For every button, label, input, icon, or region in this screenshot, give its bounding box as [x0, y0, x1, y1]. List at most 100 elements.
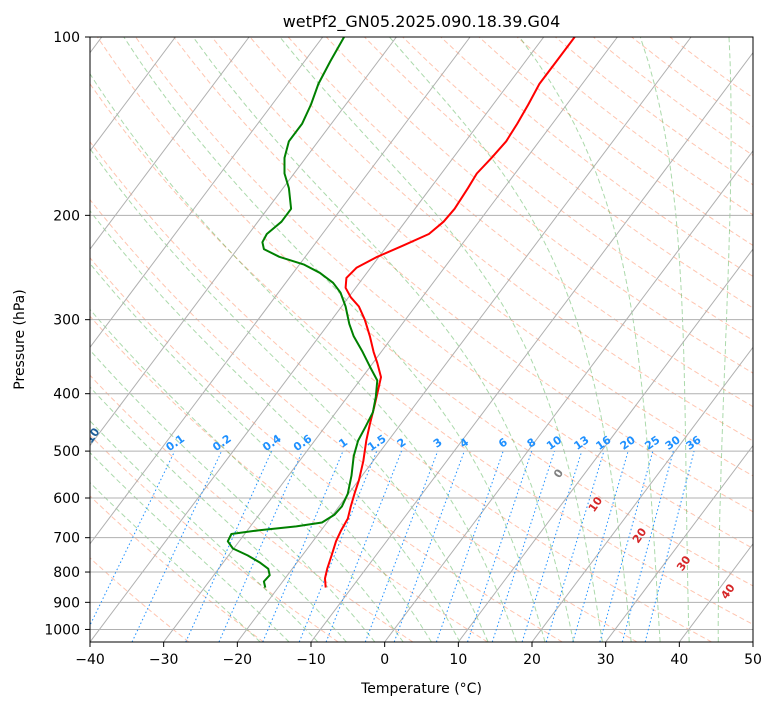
moist-adiabat	[123, 37, 546, 642]
x-axis-title: Temperature (°C)	[360, 681, 482, 697]
moist-adiabat	[519, 37, 661, 642]
dry-adiabat	[90, 198, 638, 642]
dry-adiabat	[440, 37, 753, 278]
mixing-ratio-line	[185, 450, 273, 642]
isotherm	[90, 37, 545, 642]
isotherm	[90, 37, 250, 250]
mixing-ratio-line	[262, 450, 344, 642]
mixing-ratio-line	[621, 450, 674, 642]
moist-adiabat	[389, 37, 632, 642]
moist-adiabat	[90, 420, 319, 642]
isotherm	[457, 248, 753, 642]
dry-adiabat	[96, 37, 753, 587]
x-tick-label: −40	[75, 652, 105, 668]
x-tick-label: 0	[380, 652, 389, 668]
mixing-ratio-line	[298, 450, 378, 642]
isotherm	[90, 37, 324, 349]
mixing-ratio-line	[644, 450, 695, 642]
moist-adiabat	[90, 386, 347, 642]
mixing-ratio-line	[218, 450, 303, 642]
mixing-ratio-line	[364, 450, 439, 642]
y-tick-label: 500	[53, 444, 80, 460]
moist-adiabat	[90, 308, 404, 642]
mixing-ratio-line	[393, 450, 465, 642]
moist-adiabat	[90, 147, 489, 642]
dry-adiabat	[478, 37, 753, 246]
moist-adiabat	[639, 37, 690, 642]
y-tick-label: 1000	[44, 622, 80, 638]
mixing-ratio-line	[491, 450, 555, 642]
y-tick-label: 800	[53, 565, 80, 581]
mixing-ratio-line	[467, 450, 533, 642]
moist-adiabat	[279, 37, 603, 642]
dry-adiabat	[325, 37, 753, 374]
x-tick-label: 10	[449, 652, 467, 668]
dry-adiabat	[90, 315, 488, 642]
moist-adiabat	[90, 481, 261, 642]
dry-adiabat	[287, 37, 753, 408]
isotherm	[90, 37, 397, 447]
mixing-ratio-line	[572, 450, 629, 642]
mixing-ratio-line	[90, 450, 176, 627]
mixing-ratio-line	[435, 450, 504, 642]
dry-adiabat	[90, 557, 190, 642]
mixing-ratio-label: 4	[457, 435, 471, 450]
mixing-ratio-line	[325, 450, 402, 642]
mixing-ratio-label: 30	[663, 433, 683, 453]
mixing-ratio-label: 8	[525, 436, 539, 451]
dry-adiabat	[364, 37, 753, 341]
profiles	[226, 37, 576, 588]
dry-adiabat	[249, 37, 753, 442]
mixing-ratio-line	[599, 450, 654, 642]
mixing-ratio-label: 6	[496, 435, 510, 450]
mixing-ratio-label: 1	[336, 435, 350, 450]
isotherm	[163, 37, 618, 642]
x-tick-label: 50	[744, 652, 762, 668]
moist-adiabat	[192, 37, 575, 642]
plot-frame	[89, 36, 754, 643]
isotherm	[236, 37, 692, 642]
mixing-ratio-label: 3	[431, 436, 445, 451]
dry-adiabat	[173, 37, 753, 513]
y-tick-label: 700	[53, 531, 80, 547]
y-tick-label: 900	[53, 595, 80, 611]
dry-adiabat	[211, 37, 753, 477]
isotherm	[752, 641, 753, 642]
axes: −40 −30 −20 −10 0 10 20 30 40 5010020030040050060…	[44, 30, 762, 668]
isotherm	[678, 542, 753, 642]
dry-adiabat	[90, 83, 753, 625]
moist-adiabat	[90, 209, 461, 642]
y-tick-label: 300	[53, 313, 80, 329]
y-tick-label: 100	[53, 30, 80, 46]
dewpoint-profile-line	[226, 37, 379, 588]
mixing-ratio-label: 20	[618, 433, 638, 453]
y-axis-title: Pressure (hPa)	[12, 289, 28, 389]
moist-adiabat-label: 0	[551, 466, 566, 480]
isotherm	[605, 444, 753, 642]
isotherm	[531, 346, 753, 642]
mixing-ratio-label: 10	[544, 433, 564, 453]
chart-title: wetPf2_GN05.2025.090.18.39.G04	[283, 12, 561, 32]
moist-adiabat-label: 40	[718, 581, 738, 601]
temperature-profile-line	[324, 37, 576, 588]
x-tick-label: −10	[296, 652, 326, 668]
mixing-ratio-line	[521, 450, 583, 642]
dry-adiabat-label: -10	[80, 425, 102, 449]
moist-adiabat	[90, 262, 432, 642]
mixing-ratio-line	[545, 450, 605, 642]
isotherm	[384, 150, 753, 642]
background-labels: 0.10.20.40.611.52346810131620253036-100-…	[80, 425, 738, 601]
moist-adiabat	[717, 37, 732, 642]
moist-adiabat-label: 10	[586, 494, 606, 514]
y-tick-label: 600	[53, 491, 80, 507]
dry-adiabat	[554, 37, 753, 186]
moist-adiabat	[90, 72, 517, 642]
moist-adiabat-label: 30	[674, 553, 694, 573]
moist-adiabat	[90, 451, 290, 642]
dry-adiabat	[90, 495, 264, 642]
x-tick-label: 30	[597, 652, 615, 668]
mixing-ratio-label: 25	[642, 433, 662, 452]
dry-adiabat	[402, 37, 753, 309]
